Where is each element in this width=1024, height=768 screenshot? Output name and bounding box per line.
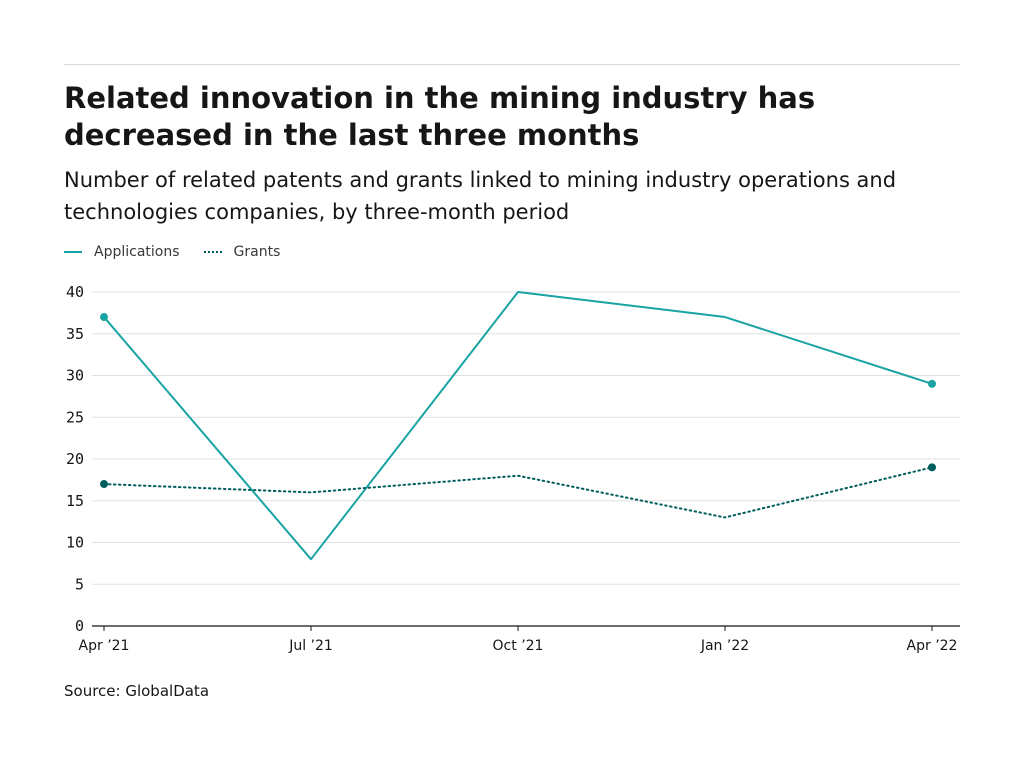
series-layer [100,291,936,561]
legend-swatch-grants [203,251,222,253]
y-tick-label: 5 [75,575,84,593]
y-tick-label: 15 [66,492,84,510]
x-tick-label: Jan ’22 [700,638,749,654]
legend-swatch-applications [64,251,82,253]
chart-legend: Applications Grants [64,242,304,262]
x-tick-label: Oct ’21 [493,638,544,654]
y-tick-label: 30 [66,367,84,385]
data-point-applications [928,379,936,388]
legend-label-grants: Grants [233,244,281,260]
grid-layer: 0 5 10 15 20 25 30 35 40 [66,283,960,635]
legend-label-applications: Applications [94,244,180,260]
y-tick-label: 40 [66,283,84,301]
series-line-applications [103,291,933,561]
legend-item-grants: Grants [203,244,281,260]
y-tick-label: 0 [75,617,84,635]
x-tick-label: Apr ’21 [79,638,130,654]
y-tick-label: 35 [66,325,84,343]
chart-title: Related innovation in the mining industr… [64,81,816,152]
x-tick-label: Apr ’22 [907,638,958,654]
chart-subtitle: Number of related patents and grants lin… [64,168,897,224]
y-tick-label: 25 [66,408,84,426]
series-line-grants [103,466,933,519]
source-note: Source: GlobalData [64,682,210,700]
y-tick-label: 20 [66,450,84,468]
data-point-grants [928,463,936,472]
data-point-applications [100,313,108,322]
x-tick-label: Jul ’21 [288,638,333,654]
y-tick-label: 10 [66,534,84,552]
top-divider [64,64,960,65]
x-axis: Apr ’21 Jul ’21 Oct ’21 Jan ’22 Apr ’22 [79,626,958,654]
data-point-grants [100,480,108,489]
legend-item-applications: Applications [64,244,180,260]
